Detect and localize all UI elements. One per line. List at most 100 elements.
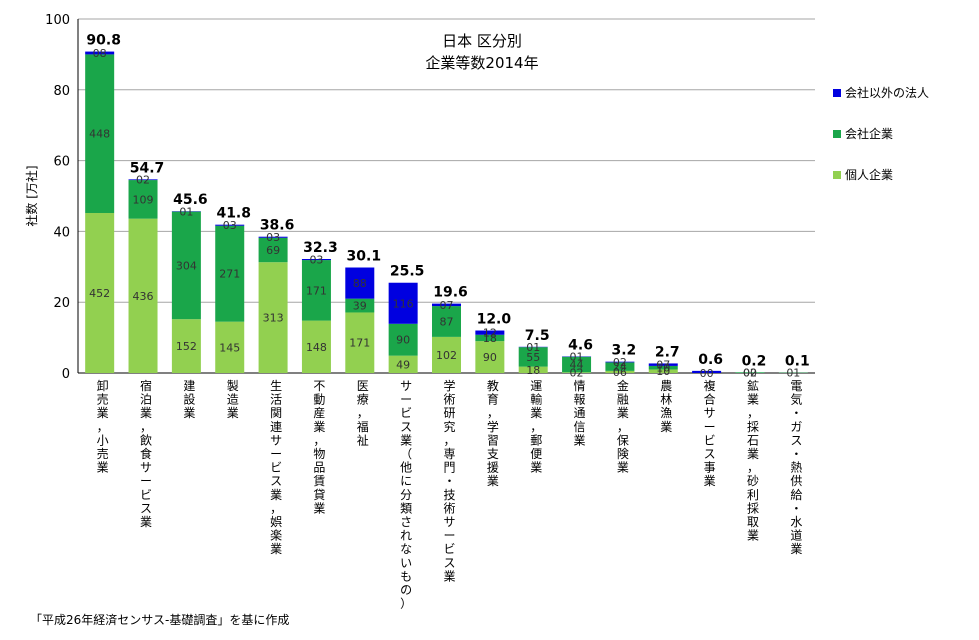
bar-segment <box>735 372 765 373</box>
bar-segment <box>648 363 678 366</box>
legend-label: 会社以外の法人 <box>845 85 929 100</box>
bar-segment <box>128 179 158 181</box>
bar-segment <box>85 212 115 373</box>
segment-label: 12 <box>483 327 497 340</box>
bar-segment <box>171 319 201 373</box>
labels: 0204060801004524480890.8卸売業，小売業436109025… <box>45 13 810 611</box>
y-tick-label: 100 <box>45 13 70 28</box>
category-label: 鉱業，採石業，砂利採取業 <box>747 378 759 543</box>
segment-label: 06 <box>613 366 627 379</box>
total-label: 7.5 <box>525 328 550 344</box>
bar-segment <box>85 54 115 213</box>
bar-segment <box>171 211 201 320</box>
segment-label: 01 <box>526 341 540 354</box>
segment-label: 02 <box>743 366 757 379</box>
bar-segment <box>605 370 635 373</box>
segment-label: 00 <box>743 367 757 380</box>
bar-segment <box>128 218 158 373</box>
bars <box>85 51 808 373</box>
total-label: 0.6 <box>698 352 723 368</box>
segment-label: 10 <box>656 362 670 375</box>
category-label: 学術研究，専門・技術サービス業 <box>443 378 455 583</box>
category-label: 電気・ガス・熱供給・水道業 <box>790 379 802 556</box>
bar-segment <box>475 334 505 342</box>
bar-segment <box>518 366 548 373</box>
category-label: 宿泊業，飲食サービス業 <box>140 378 152 529</box>
bar-segment <box>128 180 158 219</box>
bar-segment <box>388 355 418 373</box>
category-label: 運輸業，郵便業 <box>530 379 542 475</box>
category-label: 生活関連サービス業，娯楽業 <box>270 379 282 556</box>
bar-segment <box>692 370 722 373</box>
segment-label: 271 <box>219 268 240 281</box>
segment-label: 304 <box>176 259 197 272</box>
bar-segment <box>518 347 548 367</box>
y-axis-label: 社数 [万社] <box>24 165 39 226</box>
bar-segment <box>345 298 375 313</box>
category-label: 不動産業，物品賃貸業 <box>313 379 325 515</box>
segment-label: 90 <box>396 334 410 347</box>
segment-label: 88 <box>353 277 367 290</box>
category-label: 教育，学習支援業 <box>487 378 499 488</box>
segment-label: 24 <box>613 361 627 374</box>
total-label: 41.8 <box>216 206 251 222</box>
segment-label: 03 <box>266 231 280 244</box>
total-label: 2.7 <box>655 344 680 360</box>
legend-swatch <box>833 171 841 179</box>
segment-label: 87 <box>440 315 454 328</box>
bar-segment <box>605 361 635 363</box>
y-tick-label: 20 <box>53 296 70 311</box>
segment-label: 109 <box>133 193 154 206</box>
bar-segment <box>562 356 592 373</box>
legend-swatch <box>833 89 841 97</box>
segment-label: 00 <box>700 367 714 380</box>
bar-segment <box>648 369 678 373</box>
segment-label: 148 <box>306 341 327 354</box>
total-label: 30.1 <box>347 249 382 265</box>
category-label: 医療，福祉 <box>357 379 369 447</box>
category-label: 建設業 <box>183 379 195 420</box>
segment-label: 07 <box>656 359 670 372</box>
segment-label: 08 <box>93 47 107 60</box>
total-label: 3.2 <box>612 343 637 359</box>
source-note: 「平成26年経済センサス-基礎調査」を基に作成 <box>30 612 289 627</box>
bar-segment <box>475 341 505 373</box>
total-label: 54.7 <box>130 160 165 176</box>
segment-label: 10 <box>656 365 670 378</box>
total-label: 38.6 <box>260 218 295 234</box>
total-label: 0.1 <box>785 354 810 370</box>
segment-label: 18 <box>526 364 540 377</box>
segment-label: 01 <box>179 205 193 218</box>
total-label: 32.3 <box>303 240 338 256</box>
segment-label: 02 <box>136 174 150 187</box>
segment-label: 55 <box>526 351 540 364</box>
y-tick-label: 80 <box>53 84 70 99</box>
segment-label: 01 <box>570 351 584 364</box>
category-label: サービス業（他に分類されないもの） <box>400 379 412 611</box>
total-label: 90.8 <box>86 33 121 49</box>
bar-segment <box>258 237 288 263</box>
bar-segment <box>562 372 592 373</box>
total-label: 0.2 <box>742 353 767 369</box>
total-label: 25.5 <box>390 264 425 280</box>
legend-label: 個人企業 <box>845 167 893 182</box>
category-label: 製造業 <box>227 379 239 420</box>
segment-label: 49 <box>396 358 410 371</box>
segment-label: 39 <box>353 300 367 313</box>
bar-segment <box>215 225 245 322</box>
total-label: 19.6 <box>433 285 468 301</box>
segment-label: 07 <box>440 299 454 312</box>
y-tick-label: 60 <box>53 155 70 170</box>
segment-label: 171 <box>349 337 370 350</box>
category-label: 情報通信業 <box>574 379 586 447</box>
category-label: 農林漁業 <box>660 379 672 434</box>
segment-label: 01 <box>786 367 800 380</box>
bar-segment <box>85 51 115 55</box>
segment-label: 03 <box>309 254 323 267</box>
bar-segment <box>432 303 461 307</box>
segment-label: 03 <box>223 219 237 232</box>
bar-segment <box>432 306 461 337</box>
segment-label: 02 <box>570 367 584 380</box>
